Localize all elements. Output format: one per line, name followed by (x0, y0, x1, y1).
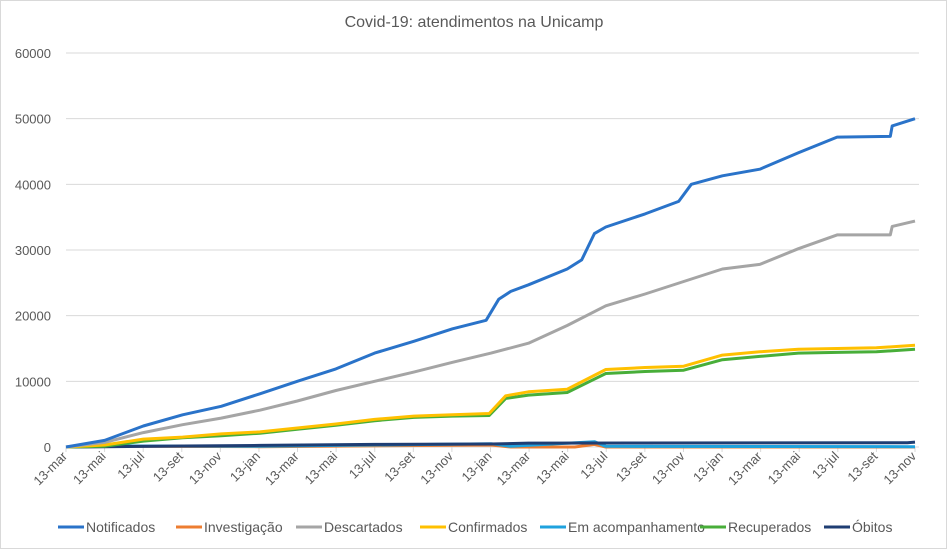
x-tick-label: 13-nov (649, 448, 688, 487)
legend-item: Óbitos (824, 519, 892, 535)
x-tick-label: 13-nov (880, 448, 919, 487)
legend-label: Descartados (324, 519, 403, 535)
legend-label: Recuperados (728, 519, 811, 535)
series-line-notificados (65, 117, 916, 449)
y-tick-label: 60000 (15, 46, 51, 61)
chart-title: Covid-19: atendimentos na Unicamp (345, 14, 604, 31)
legend-item: Investigação (176, 519, 283, 535)
x-axis: 13-mar 13-mai 13-jul 13-set 13-nov 13-jan13-m… (30, 446, 919, 488)
legend-label: Notificados (86, 519, 155, 535)
series-line-óbitos (65, 440, 916, 449)
x-tick-label: 13-mar (262, 448, 302, 488)
x-tick-label: 13-mar (725, 448, 765, 488)
x-tick-label: 13-set (844, 448, 880, 484)
x-tick-label: 13-jan (690, 449, 726, 485)
x-tick-label: 13-set (613, 448, 649, 484)
legend-label: Confirmados (448, 519, 527, 535)
x-tick-label: 13-jul (577, 448, 610, 481)
legend: Notificados Investigação Descartados Confir… (58, 519, 892, 535)
legend-item: Notificados (58, 519, 155, 535)
legend-label: Em acompanhamento (568, 519, 705, 535)
x-tick-label: 13-jul (114, 448, 147, 481)
x-tick-label: 13-mai (765, 448, 804, 487)
x-tick-label: 13-mai (70, 448, 109, 487)
gridlines (66, 52, 919, 382)
series-line-descartados (65, 219, 916, 449)
series-line-recuperados (65, 347, 916, 449)
legend-item: Em acompanhamento (540, 519, 705, 535)
x-tick-label: 13-jan (458, 449, 494, 485)
y-tick-label: 10000 (15, 374, 51, 389)
legend-item: Confirmados (420, 519, 527, 535)
x-tick-label: 13-set (381, 448, 417, 484)
legend-item: Descartados (296, 519, 403, 535)
x-tick-label: 13-jan (227, 449, 263, 485)
y-tick-label: 20000 (15, 309, 51, 324)
x-tick-label: 13-nov (186, 448, 225, 487)
x-tick-label: 13-jul (346, 448, 379, 481)
x-tick-label: 13-mai (533, 448, 572, 487)
x-tick-label: 13-mai (302, 448, 341, 487)
legend-item: Recuperados (700, 519, 811, 535)
series-lines (65, 117, 916, 449)
x-tick-label: 13-nov (417, 448, 456, 487)
y-tick-label: 0 (44, 440, 51, 455)
y-tick-label: 30000 (15, 243, 51, 258)
y-tick-label: 40000 (15, 177, 51, 192)
x-tick-label: 13-jul (809, 448, 842, 481)
x-tick-label: 13-set (150, 448, 186, 484)
series-line-confirmados (65, 343, 916, 449)
y-axis-ticks: 0 10000 20000 30000 40000 50000 60000 (15, 46, 51, 455)
legend-label: Óbitos (852, 519, 892, 535)
x-tick-label: 13-mar (493, 448, 533, 488)
y-tick-label: 50000 (15, 112, 51, 127)
legend-label: Investigação (204, 519, 283, 535)
